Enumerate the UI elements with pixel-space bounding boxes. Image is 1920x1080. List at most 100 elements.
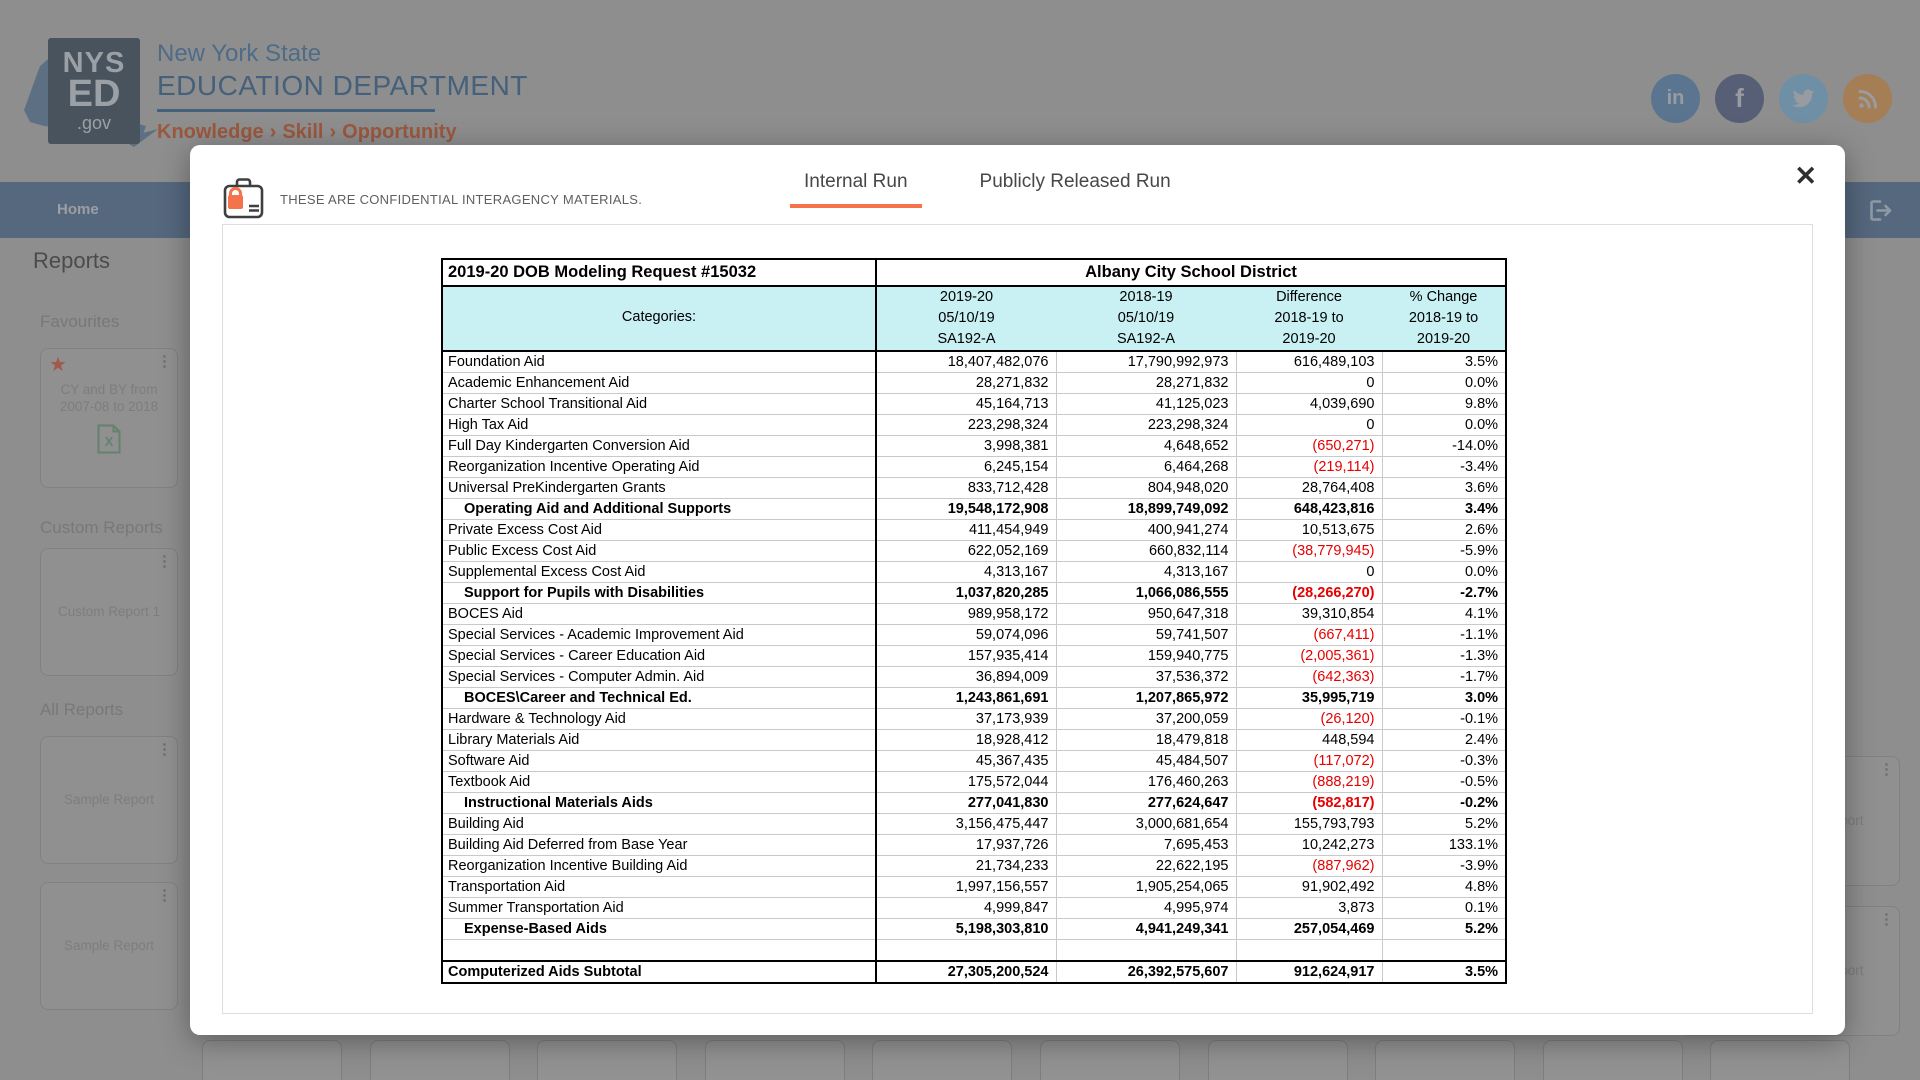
- report-card-stub[interactable]: [1040, 1040, 1180, 1080]
- report-card-stub[interactable]: [537, 1040, 677, 1080]
- report-card-label: CY and BY from 2007-08 to 2018: [59, 382, 159, 414]
- table-row: Summer Transportation Aid 4,999,847 4,995,…: [442, 897, 1507, 919]
- value-cell: 1,243,861,691: [875, 687, 1056, 709]
- page-title: Reports: [33, 248, 111, 273]
- report-card[interactable]: ⋮ Sample Report: [40, 736, 178, 864]
- briefcase-lock-icon: [223, 178, 264, 219]
- report-card[interactable]: ★ ⋮ CY and BY from 2007-08 to 2018 X: [40, 348, 178, 488]
- value-cell: 18,479,818: [1055, 729, 1236, 751]
- tagline-skill: Skill: [282, 121, 324, 143]
- value-cell: 22,622,195: [1055, 855, 1236, 877]
- value-cell: 10,513,675: [1235, 519, 1382, 541]
- value-cell: 45,484,507: [1055, 750, 1236, 772]
- value-cell: 1,037,820,285: [875, 582, 1056, 604]
- value-cell: (667,411): [1235, 624, 1382, 646]
- value-cell: (2,005,361): [1235, 645, 1382, 667]
- kebab-menu-icon[interactable]: ⋮: [157, 741, 172, 758]
- report-card-stub[interactable]: [370, 1040, 510, 1080]
- report-card-stub[interactable]: [1208, 1040, 1348, 1080]
- category-cell: Computerized Aids Subtotal: [442, 959, 876, 983]
- category-cell: Special Services - Computer Admin. Aid: [442, 666, 876, 688]
- facebook-icon[interactable]: f: [1715, 74, 1764, 123]
- section-heading-favourites: Favourites: [40, 312, 120, 331]
- table-row: Operating Aid and Additional Supports 19,…: [442, 498, 1507, 520]
- category-cell: [442, 939, 876, 961]
- value-cell: 36,894,009: [875, 666, 1056, 688]
- report-card-stub[interactable]: [202, 1040, 342, 1080]
- report-card-stub[interactable]: [1710, 1040, 1850, 1080]
- value-cell: 159,940,775: [1055, 645, 1236, 667]
- twitter-icon[interactable]: [1779, 74, 1828, 123]
- value-cell: 989,958,172: [875, 603, 1056, 625]
- close-icon[interactable]: ✕: [1794, 161, 1817, 191]
- kebab-menu-icon[interactable]: ⋮: [157, 353, 172, 370]
- kebab-menu-icon[interactable]: ⋮: [157, 553, 172, 570]
- table-row: Foundation Aid 18,407,482,076 17,790,992,9…: [442, 350, 1507, 373]
- kebab-menu-icon[interactable]: ⋮: [157, 887, 172, 904]
- category-cell: Universal PreKindergarten Grants: [442, 477, 876, 499]
- value-cell: 176,460,263: [1055, 771, 1236, 793]
- value-cell: 660,832,114: [1055, 540, 1236, 562]
- table-row: High Tax Aid 223,298,324 223,298,324 0 0.0%: [442, 414, 1507, 436]
- value-cell: [1381, 939, 1507, 961]
- favourite-star-icon[interactable]: ★: [49, 354, 67, 376]
- aid-table-body: Foundation Aid 18,407,482,076 17,790,992,9…: [442, 350, 1507, 983]
- value-cell: 1,066,086,555: [1055, 582, 1236, 604]
- report-card-stub[interactable]: [1375, 1040, 1515, 1080]
- rss-icon[interactable]: [1843, 74, 1892, 123]
- value-cell: 950,647,318: [1055, 603, 1236, 625]
- report-card[interactable]: ⋮ Custom Report 1: [40, 548, 178, 676]
- confidential-notice-text: THESE ARE CONFIDENTIAL INTERAGENCY MATER…: [280, 191, 643, 207]
- value-cell: 5.2%: [1381, 813, 1507, 835]
- categories-header: Categories:: [442, 286, 877, 353]
- tab-publicly-released-run[interactable]: Publicly Released Run: [979, 171, 1171, 192]
- logout-icon[interactable]: [1867, 197, 1894, 224]
- report-card-stub[interactable]: [705, 1040, 845, 1080]
- report-card-stub[interactable]: [1543, 1040, 1683, 1080]
- value-cell: 19,548,172,908: [875, 498, 1056, 520]
- value-cell: 4,995,974: [1055, 897, 1236, 919]
- report-card-stub[interactable]: [872, 1040, 1012, 1080]
- column-header-pct-change: % Change 2018-19 to 2019-20: [1382, 286, 1507, 353]
- kebab-menu-icon[interactable]: ⋮: [1879, 911, 1894, 928]
- value-cell: 400,941,274: [1055, 519, 1236, 541]
- value-cell: 257,054,469: [1235, 918, 1382, 940]
- nav-item-home[interactable]: Home: [57, 201, 99, 218]
- table-row: Support for Pupils with Disabilities 1,03…: [442, 582, 1507, 604]
- value-cell: 45,164,713: [875, 393, 1056, 415]
- brand-title-line1: New York State: [157, 40, 322, 67]
- value-cell: 4.1%: [1381, 603, 1507, 625]
- value-cell: 39,310,854: [1235, 603, 1382, 625]
- value-cell: 59,741,507: [1055, 624, 1236, 646]
- linkedin-icon[interactable]: in: [1651, 74, 1700, 123]
- category-cell: Instructional Materials Aids: [442, 792, 876, 814]
- value-cell: (888,219): [1235, 771, 1382, 793]
- category-cell: Reorganization Incentive Building Aid: [442, 855, 876, 877]
- logo-text-gov: .gov: [76, 113, 112, 134]
- value-cell: -1.3%: [1381, 645, 1507, 667]
- category-cell: BOCES Aid: [442, 603, 876, 625]
- category-cell: Building Aid: [442, 813, 876, 835]
- value-cell: 133.1%: [1381, 834, 1507, 856]
- table-row: Special Services - Academic Improvement …: [442, 624, 1507, 646]
- category-cell: Expense-Based Aids: [442, 918, 876, 940]
- tagline-knowledge: Knowledge: [157, 121, 264, 143]
- value-cell: 1,905,254,065: [1055, 876, 1236, 898]
- brand-title-line2: EDUCATION DEPARTMENT: [157, 70, 528, 101]
- value-cell: 3,156,475,447: [875, 813, 1056, 835]
- table-row: BOCES\Career and Technical Ed. 1,243,861,…: [442, 687, 1507, 709]
- category-cell: Foundation Aid: [442, 350, 876, 373]
- value-cell: 4,039,690: [1235, 393, 1382, 415]
- column-header-2018-19: 2018-19 05/10/19 SA192-A: [1056, 286, 1236, 353]
- report-card[interactable]: ⋮ Sample Report: [40, 882, 178, 1010]
- value-cell: 648,423,816: [1235, 498, 1382, 520]
- value-cell: 4,313,167: [1055, 561, 1236, 583]
- category-cell: BOCES\Career and Technical Ed.: [442, 687, 876, 709]
- excel-file-icon: X: [97, 424, 121, 454]
- tab-internal-run[interactable]: Internal Run: [790, 167, 922, 208]
- value-cell: (26,120): [1235, 708, 1382, 730]
- category-cell: Private Excess Cost Aid: [442, 519, 876, 541]
- kebab-menu-icon[interactable]: ⋮: [1879, 761, 1894, 778]
- value-cell: 1,207,865,972: [1055, 687, 1236, 709]
- value-cell: 45,367,435: [875, 750, 1056, 772]
